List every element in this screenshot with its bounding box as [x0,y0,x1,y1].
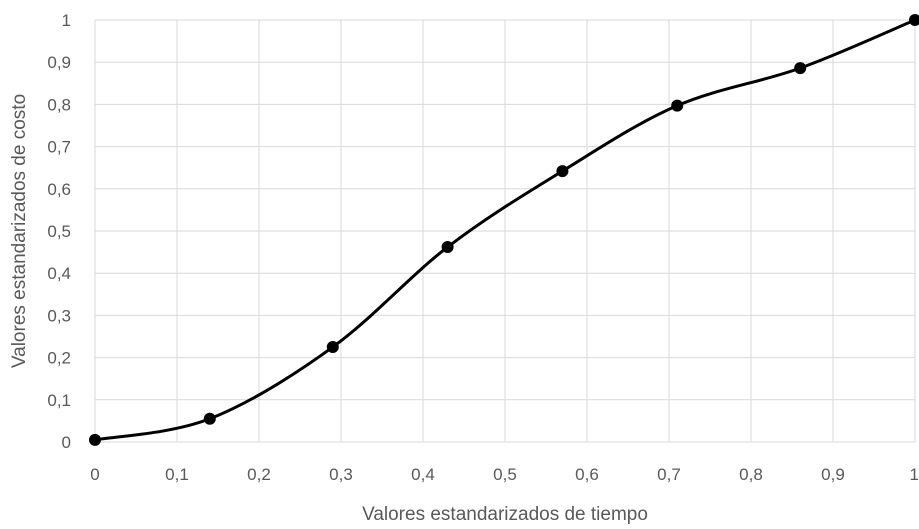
data-points [89,14,919,446]
x-tick-label: 1 [910,465,919,484]
data-point [89,433,101,446]
x-tick-label: 0,4 [411,465,435,484]
series-line [94,18,916,442]
x-tick-label: 0,5 [493,465,517,484]
x-axis-ticks: 0 0,1 0,2 0,3 0,4 0,5 0,6 0,7 0,8 0,9 1 [90,465,919,484]
data-point [909,14,919,26]
x-tick-label: 0,7 [657,465,681,484]
x-tick-label: 0,3 [329,465,353,484]
y-tick-label: 0,5 [47,222,71,241]
x-tick-label: 0,8 [739,465,763,484]
y-tick-label: 0,1 [47,391,71,410]
x-tick-label: 0,2 [247,465,271,484]
x-tick-label: 0,9 [821,465,845,484]
data-point [203,412,216,425]
y-tick-label: 0,7 [47,138,71,157]
data-point [794,62,807,75]
x-axis-title: Valores estandarizados de tiempo [362,504,648,525]
y-tick-label: 0,6 [47,180,71,199]
data-point [671,99,684,112]
y-tick-label: 1 [62,11,71,30]
y-axis-title: Valores estandarizados de costo [9,94,30,368]
y-tick-label: 0,8 [47,95,71,114]
x-tick-label: 0,6 [575,465,599,484]
x-tick-label: 0,1 [165,465,189,484]
y-tick-label: 0,4 [47,264,71,283]
data-point [556,165,569,178]
data-point [326,341,339,354]
y-axis-ticks: 0 0,1 0,2 0,3 0,4 0,5 0,6 0,7 0,8 0,9 1 [47,11,71,452]
y-tick-label: 0,3 [47,306,71,325]
data-point [441,241,454,254]
y-tick-label: 0,2 [47,349,71,368]
y-tick-label: 0 [62,433,71,452]
y-tick-label: 0,9 [47,53,71,72]
grid [94,19,916,443]
x-tick-label: 0 [90,465,99,484]
